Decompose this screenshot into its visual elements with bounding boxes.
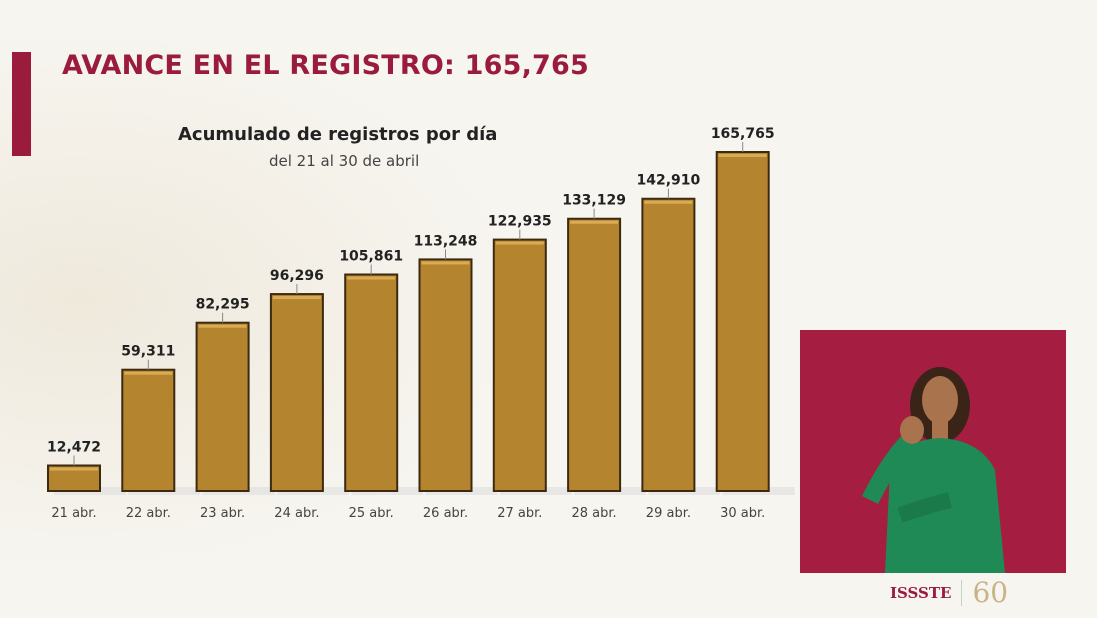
data-label: 82,295 — [196, 297, 250, 313]
bar — [641, 197, 696, 492]
category-label: 27 abr. — [497, 506, 542, 521]
bar-highlight — [718, 154, 767, 157]
sign-language-interpreter-video — [800, 330, 1066, 573]
data-label: 105,861 — [339, 249, 403, 265]
bar-highlight — [495, 241, 544, 245]
bar — [418, 258, 473, 492]
data-label: 96,296 — [270, 268, 324, 284]
bar-highlight — [50, 467, 98, 471]
category-label: 24 abr. — [274, 506, 319, 521]
bar — [195, 321, 250, 492]
bar — [344, 273, 399, 492]
logo-divider — [961, 579, 963, 606]
category-label: 29 abr. — [646, 506, 691, 521]
data-label: 142,910 — [637, 173, 701, 189]
category-label: 22 abr. — [126, 506, 171, 521]
bar — [715, 151, 770, 492]
category-label: 21 abr. — [51, 506, 96, 521]
bar-highlight — [644, 200, 693, 204]
category-label: 26 abr. — [423, 506, 468, 521]
category-label: 30 abr. — [720, 506, 765, 521]
title-accent-bar — [12, 52, 31, 156]
anniversary-logo: 60 — [972, 576, 1009, 609]
issste-logo: ISSSTE — [890, 583, 952, 602]
category-label: 25 abr. — [349, 506, 394, 521]
data-label: 122,935 — [488, 214, 552, 230]
category-label: 23 abr. — [200, 506, 245, 521]
chart-subtitle: del 21 al 30 de abril — [269, 152, 420, 170]
category-label: 28 abr. — [572, 506, 617, 521]
bar-highlight — [272, 296, 321, 300]
data-label: 165,765 — [711, 126, 775, 142]
interpreter-figure — [861, 367, 1005, 573]
bar — [269, 293, 324, 492]
bar — [121, 368, 176, 493]
data-label: 59,311 — [121, 344, 175, 360]
data-label: 12,472 — [47, 439, 101, 455]
page-title: AVANCE EN EL REGISTRO: 165,765 — [62, 50, 589, 81]
data-label: 133,129 — [562, 193, 626, 209]
bar-highlight — [198, 324, 247, 328]
bar — [567, 217, 622, 492]
bar-highlight — [124, 371, 173, 375]
bar-highlight — [570, 220, 619, 224]
bar-highlight — [421, 261, 470, 265]
bar-highlight — [347, 276, 396, 280]
footer-logos: ISSSTE 60 — [890, 576, 1008, 609]
bar — [492, 238, 547, 492]
chart-title: Acumulado de registros por día — [178, 124, 498, 145]
data-label: 113,248 — [414, 233, 478, 249]
